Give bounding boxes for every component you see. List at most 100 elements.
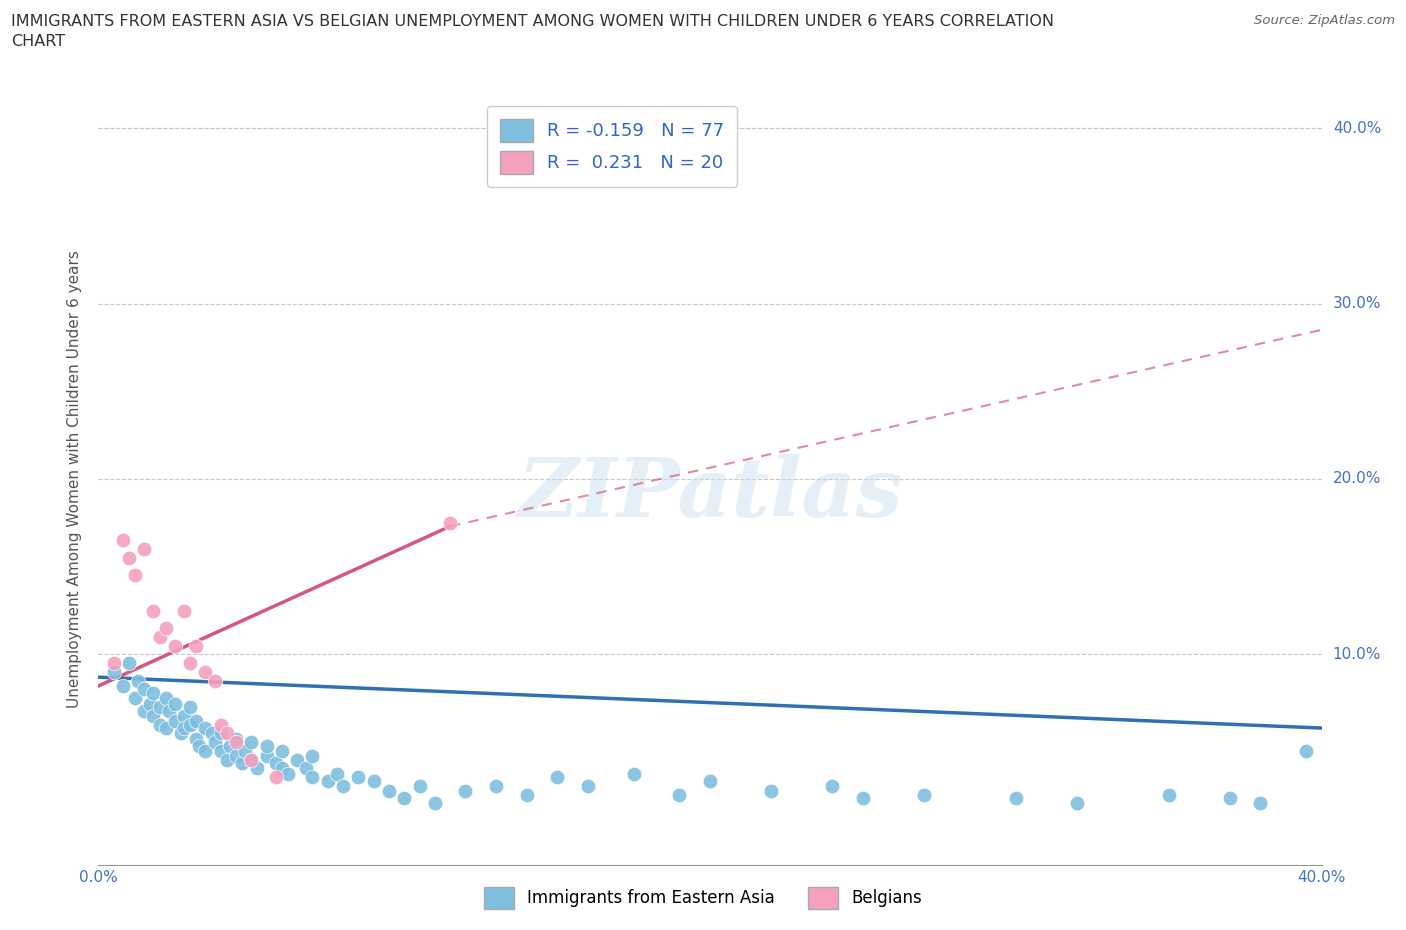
Point — [200, 726, 222, 741]
Point — [149, 717, 172, 732]
Point — [194, 743, 217, 758]
Point — [485, 778, 508, 793]
Text: 20.0%: 20.0% — [1333, 472, 1381, 486]
Point — [186, 731, 208, 746]
Point — [1157, 788, 1180, 803]
Point — [225, 731, 247, 746]
Point — [1249, 796, 1271, 811]
Point — [347, 770, 370, 785]
Text: Source: ZipAtlas.com: Source: ZipAtlas.com — [1254, 14, 1395, 27]
Point — [231, 756, 253, 771]
Point — [219, 738, 242, 753]
Point — [103, 656, 125, 671]
Point — [363, 773, 385, 788]
Point — [392, 790, 416, 805]
Point — [264, 770, 287, 785]
Point — [699, 773, 721, 788]
Text: 30.0%: 30.0% — [1333, 296, 1381, 311]
Point — [316, 773, 339, 788]
Point — [134, 703, 156, 718]
Point — [163, 713, 186, 728]
Point — [124, 568, 146, 583]
Point — [142, 709, 165, 724]
Point — [270, 743, 292, 758]
Text: CHART: CHART — [11, 34, 65, 49]
Point — [225, 749, 247, 764]
Point — [264, 756, 287, 771]
Point — [157, 703, 180, 718]
Point — [179, 699, 201, 714]
Point — [546, 770, 568, 785]
Point — [1066, 796, 1088, 811]
Legend: R = -0.159   N = 77, R =  0.231   N = 20: R = -0.159 N = 77, R = 0.231 N = 20 — [488, 106, 737, 187]
Point — [103, 665, 125, 680]
Point — [1295, 743, 1317, 758]
Point — [285, 752, 308, 767]
Point — [454, 784, 477, 799]
Point — [186, 638, 208, 653]
Point — [163, 696, 186, 711]
Legend: Immigrants from Eastern Asia, Belgians: Immigrants from Eastern Asia, Belgians — [475, 879, 931, 917]
Point — [124, 691, 146, 706]
Point — [170, 726, 193, 741]
Point — [240, 735, 263, 750]
Point — [215, 726, 238, 741]
Point — [209, 717, 232, 732]
Y-axis label: Unemployment Among Women with Children Under 6 years: Unemployment Among Women with Children U… — [67, 250, 83, 708]
Point — [246, 761, 269, 776]
Point — [179, 717, 201, 732]
Point — [256, 738, 278, 753]
Point — [852, 790, 875, 805]
Point — [256, 749, 278, 764]
Point — [332, 778, 354, 793]
Point — [209, 726, 232, 741]
Point — [408, 778, 430, 793]
Point — [240, 752, 263, 767]
Text: IMMIGRANTS FROM EASTERN ASIA VS BELGIAN UNEMPLOYMENT AMONG WOMEN WITH CHILDREN U: IMMIGRANTS FROM EASTERN ASIA VS BELGIAN … — [11, 14, 1054, 29]
Point — [301, 749, 323, 764]
Text: 10.0%: 10.0% — [1333, 647, 1381, 662]
Text: 40.0%: 40.0% — [1333, 121, 1381, 136]
Text: ZIPatlas: ZIPatlas — [517, 455, 903, 535]
Point — [173, 709, 195, 724]
Point — [668, 788, 690, 803]
Point — [912, 788, 935, 803]
Point — [139, 696, 162, 711]
Point — [149, 699, 172, 714]
Point — [173, 603, 195, 618]
Point — [623, 766, 645, 781]
Point — [149, 630, 172, 644]
Point — [194, 665, 217, 680]
Point — [127, 673, 149, 688]
Point — [576, 778, 599, 793]
Point — [233, 743, 256, 758]
Point — [209, 743, 232, 758]
Point — [118, 656, 141, 671]
Point — [1219, 790, 1241, 805]
Point — [759, 784, 782, 799]
Point — [423, 796, 446, 811]
Point — [188, 738, 211, 753]
Point — [439, 515, 461, 530]
Point — [118, 551, 141, 565]
Point — [142, 685, 165, 700]
Point — [326, 766, 349, 781]
Point — [173, 721, 195, 736]
Point — [516, 788, 538, 803]
Point — [179, 656, 201, 671]
Point — [155, 721, 177, 736]
Point — [270, 761, 292, 776]
Point — [225, 735, 247, 750]
Point — [142, 603, 165, 618]
Point — [821, 778, 844, 793]
Point — [111, 679, 134, 694]
Point — [277, 766, 299, 781]
Point — [134, 541, 156, 556]
Point — [204, 673, 226, 688]
Point — [111, 533, 134, 548]
Point — [378, 784, 401, 799]
Point — [215, 752, 238, 767]
Point — [194, 721, 217, 736]
Point — [134, 682, 156, 697]
Point — [186, 713, 208, 728]
